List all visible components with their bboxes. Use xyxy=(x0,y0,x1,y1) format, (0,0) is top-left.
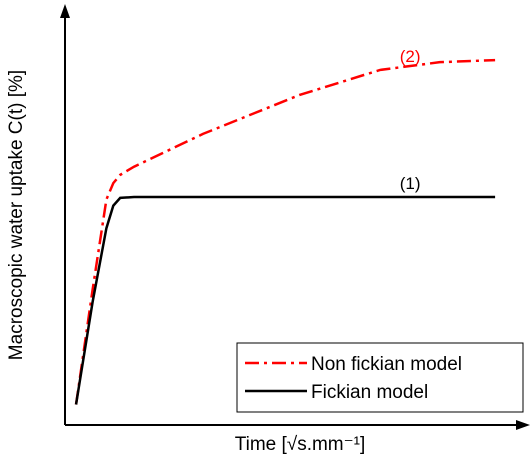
legend-box xyxy=(236,342,524,413)
series-annotation: (1) xyxy=(400,174,421,193)
y-axis-arrow xyxy=(60,4,70,18)
legend-label: Fickian model xyxy=(311,382,428,403)
series-line xyxy=(74,58,496,405)
legend-label: Non fickian model xyxy=(311,354,462,375)
series-line xyxy=(74,195,496,405)
y-axis-label: Macroscopic water uptake C(t) [%] xyxy=(6,70,27,360)
x-axis-arrow xyxy=(516,420,530,430)
x-axis-label: Time [√s.mm⁻¹] xyxy=(235,434,366,455)
series-annotation: (2) xyxy=(400,47,421,66)
